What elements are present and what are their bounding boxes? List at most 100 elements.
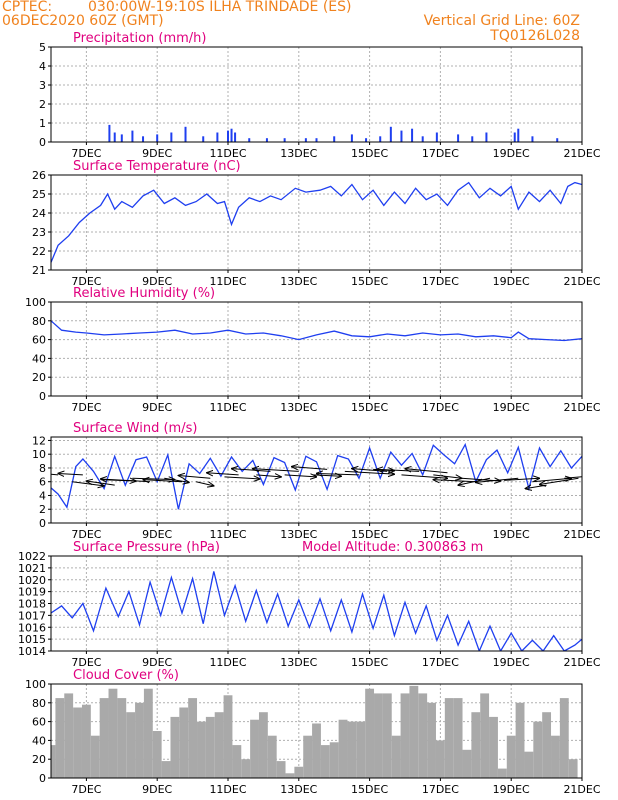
cloud-bar-58 [559,698,569,778]
cloud-bar-56 [542,712,552,778]
cloud-bar-40 [400,693,410,778]
cloud-bar-13 [161,761,171,778]
xtick-label-3-3: 13DEC [280,528,317,541]
series-line-2 [51,320,582,342]
precip-bar-11 [230,128,233,142]
cloud-bar-28 [294,766,304,778]
cloud-bar-52 [506,735,516,778]
xtick-label-0-5: 17DEC [422,147,459,160]
cloud-bar-14 [170,716,180,778]
header-model: TQ0126L028 [490,28,580,44]
xtick-label-2-7: 21DEC [563,401,600,414]
wind-vector-26 [405,469,448,474]
cloud-bar-53 [515,702,525,778]
cloud-bar-7 [108,688,118,778]
wind-vector-2 [58,473,83,474]
cloud-bar-41 [409,685,419,778]
precip-bar-33 [556,138,559,142]
xtick-label-5-7: 21DEC [563,783,600,796]
cloud-bar-1 [55,698,65,778]
precip-bar-13 [248,138,251,142]
ytick-label-3-0: 0 [39,517,46,530]
header-grid-note: Vertical Grid Line: 60Z [423,13,580,29]
wind-vector-14 [232,469,271,472]
xtick-label-3-2: 11DEC [209,528,246,541]
xtick-label-1-7: 21DEC [563,275,600,288]
cloud-bar-33 [338,719,348,778]
cloud-bar-32 [329,742,339,778]
panel-5: 0 20 40 60 80 100 7DEC 9DEC 11DEC 13DEC 15DEC 17DEC… [25,668,601,796]
ytick-label-2-4: 80 [32,315,46,328]
cloud-bar-23 [250,719,259,778]
precip-bar-6 [170,132,173,142]
precip-bar-14 [265,138,268,142]
wind-vector-35 [540,477,579,484]
ytick-label-5-4: 80 [32,697,46,710]
ytick-label-4-8: 1022 [18,550,46,563]
cloud-bar-34 [347,721,357,778]
xtick-label-5-0: 7DEC [71,783,101,796]
cloud-bar-24 [258,712,268,778]
axes-frame-3 [50,436,583,524]
axes-frame-5 [50,683,583,779]
series-line-4 [51,571,582,651]
cloud-bar-59 [568,759,578,778]
ytick-label-4-5: 1019 [18,586,46,599]
series-line-1 [51,181,582,263]
precip-bar-21 [379,136,382,142]
xtick-label-1-5: 17DEC [422,275,459,288]
ytick-label-0-1: 1 [39,117,46,130]
cloud-bar-15 [179,707,189,778]
precip-bar-4 [142,136,145,142]
cloud-bar-4 [81,704,91,778]
ytick-label-2-3: 60 [32,334,46,347]
cloud-bar-6 [99,698,109,778]
xtick-label-2-3: 13DEC [280,401,317,414]
wind-vector-4 [86,481,115,486]
xtick-label-1-3: 13DEC [280,275,317,288]
wind-vector-10 [178,476,211,479]
cloud-bar-26 [276,761,286,778]
cloud-bar-38 [382,693,392,778]
precip-bar-25 [421,136,424,142]
precip-bar-7 [184,126,187,142]
wind-vector-17 [312,475,341,476]
xtick-label-2-5: 17DEC [422,401,459,414]
cloud-bar-11 [143,688,153,778]
ytick-label-5-3: 60 [32,716,46,729]
ytick-label-3-3: 6 [39,476,46,489]
xtick-label-3-0: 7DEC [71,528,101,541]
xtick-label-4-0: 7DEC [71,656,101,669]
xtick-label-2-0: 7DEC [71,401,101,414]
cloud-bar-45 [444,698,454,778]
ytick-label-0-5: 5 [39,41,46,54]
ytick-label-2-2: 40 [32,352,46,365]
cloud-bar-16 [188,698,198,778]
ytick-label-1-3: 24 [32,207,46,220]
wind-vector-1 [72,481,104,486]
xtick-label-3-4: 15DEC [351,528,388,541]
precip-bar-9 [216,132,219,142]
xtick-label-1-4: 15DEC [351,275,388,288]
precip-bar-32 [531,136,534,142]
panel-title-5: Cloud Cover (%) [73,668,179,683]
precip-bar-28 [471,136,474,142]
cloud-bar-0 [51,745,56,778]
wind-vector-24 [377,469,420,471]
panel-1: 21 22 23 24 25 26 7DEC 9DEC 11DEC 13DEC 15DEC 17DEC… [32,159,601,288]
ytick-label-5-0: 0 [39,772,46,785]
cloud-bar-3 [73,707,82,778]
xtick-label-1-2: 11DEC [209,275,246,288]
xtick-label-0-7: 21DEC [563,147,600,160]
cloud-bar-25 [267,735,277,778]
xtick-label-0-4: 15DEC [351,147,388,160]
header-run: 06DEC2020 60Z (GMT) [2,13,164,29]
ytick-label-0-4: 4 [39,60,46,73]
ytick-label-2-0: 0 [39,390,46,403]
ytick-label-0-3: 3 [39,79,46,92]
cloud-bar-44 [435,740,445,778]
cloud-bar-9 [126,712,136,778]
